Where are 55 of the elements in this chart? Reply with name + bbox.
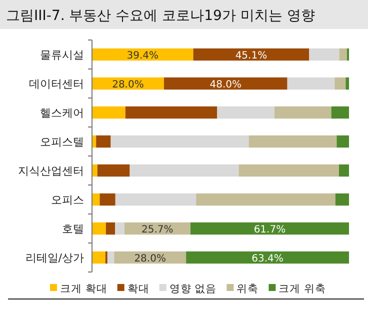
- bar: [287, 77, 335, 90]
- bar: [248, 135, 337, 148]
- bar: [92, 222, 106, 235]
- bar: [274, 106, 332, 119]
- data-label: 63.4%: [252, 254, 284, 264]
- data-label: 39.4%: [126, 50, 159, 62]
- y-tick-label: 오피스텔: [40, 136, 84, 148]
- data-label: 28.0%: [134, 254, 166, 264]
- legend-label: 영향 없음: [169, 283, 217, 295]
- bar: [125, 106, 218, 119]
- bar: [115, 193, 196, 206]
- bar: [309, 48, 340, 61]
- bar: [217, 106, 274, 119]
- bar: [92, 106, 126, 119]
- bar: [346, 77, 349, 90]
- data-label: 25.7%: [142, 224, 174, 236]
- bar: [238, 164, 339, 177]
- bar: [338, 164, 349, 177]
- bar: [92, 251, 106, 264]
- bar: [193, 48, 310, 61]
- legend-label: 위축: [236, 283, 259, 295]
- y-tick-label: 지식산업센터: [18, 164, 84, 178]
- bar: [115, 222, 124, 235]
- legend-label: 크게 위축: [278, 283, 326, 295]
- bar: [336, 135, 349, 148]
- bar: [331, 106, 349, 119]
- bar: [186, 251, 349, 264]
- y-tick-label: 데이터센터: [29, 78, 84, 90]
- y-tick-label: 호텔: [62, 222, 84, 236]
- data-label: 48.0%: [210, 80, 242, 90]
- data-label: 45.1%: [235, 50, 268, 62]
- bar: [97, 164, 130, 177]
- data-label: 28.0%: [112, 80, 144, 90]
- bar: [130, 164, 239, 177]
- y-tick-label: 헬스케어: [40, 106, 84, 120]
- bar: [339, 48, 347, 61]
- data-label: 61.7%: [254, 224, 286, 236]
- bar: [164, 77, 288, 90]
- y-tick-label: 리테일/상가: [25, 252, 84, 264]
- bar: [196, 193, 336, 206]
- legend-label: 확대: [127, 283, 150, 295]
- chart-title: 그림III-7. 부동산 수요에 코로나19가 미치는 영향: [6, 8, 315, 24]
- bar: [96, 135, 111, 148]
- bar: [334, 77, 346, 90]
- bar: [335, 193, 349, 206]
- y-tick-label: 물류시설: [40, 48, 84, 62]
- bar: [190, 222, 349, 235]
- bar: [107, 251, 114, 264]
- bar: [100, 193, 116, 206]
- bar: [110, 135, 249, 148]
- legend-label: 크게 확대: [60, 283, 108, 295]
- y-tick-label: 오피스: [51, 194, 84, 206]
- bar: [92, 164, 98, 177]
- bar: [92, 48, 194, 61]
- bar: [106, 222, 116, 235]
